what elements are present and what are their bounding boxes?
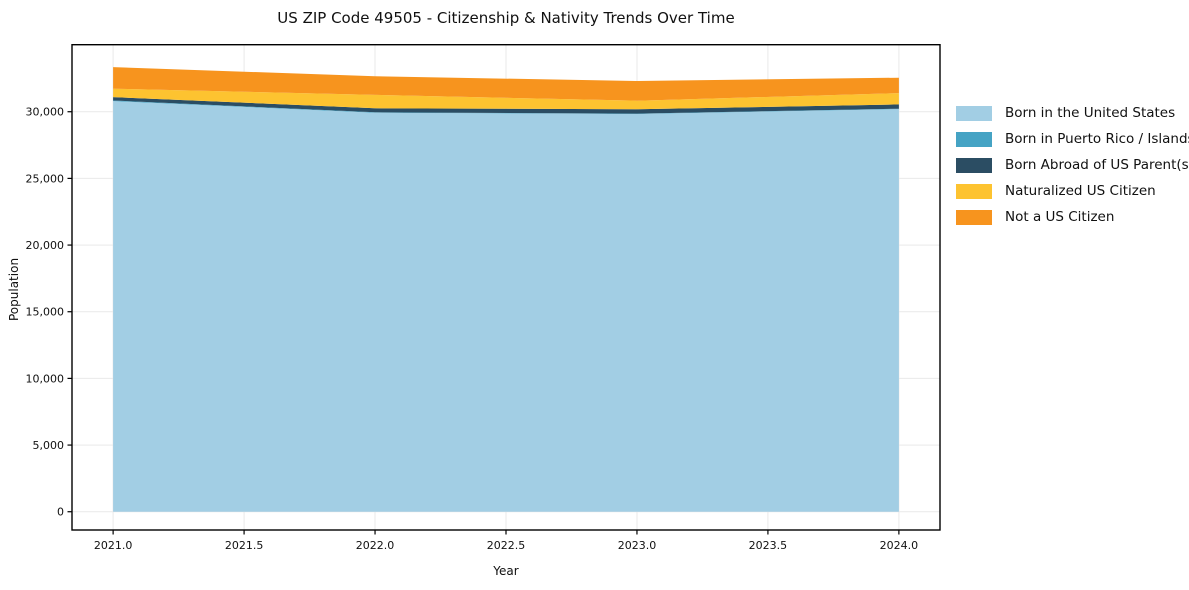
- legend-item-born-abroad-of-us-parent-s: Born Abroad of US Parent(s): [956, 152, 1189, 178]
- legend-swatch-icon: [956, 183, 992, 199]
- legend-swatch-icon: [956, 131, 992, 147]
- y-tick-label: 0: [57, 506, 64, 519]
- legend: Born in the United States Born in Puerto …: [956, 100, 1189, 230]
- y-tick-label: 30,000: [26, 106, 65, 119]
- legend-swatch-icon: [956, 209, 992, 225]
- chart-title: US ZIP Code 49505 - Citizenship & Nativi…: [277, 9, 735, 27]
- legend-item-not-a-us-citizen: Not a US Citizen: [956, 204, 1189, 230]
- legend-label: Born in the United States: [1005, 105, 1176, 121]
- y-tick-label: 10,000: [26, 372, 65, 385]
- legend-swatch-icon: [956, 105, 992, 121]
- area-naturalized-us-citizen: [113, 88, 899, 110]
- y-tick-label: 20,000: [26, 239, 65, 252]
- x-axis-label: Year: [493, 564, 519, 578]
- legend-label: Born in Puerto Rico / Islands: [1005, 131, 1189, 147]
- x-tick-label: 2021.0: [94, 539, 133, 552]
- legend-label: Not a US Citizen: [1005, 209, 1115, 225]
- legend-label: Naturalized US Citizen: [1005, 183, 1156, 199]
- x-tick-label: 2022.0: [356, 539, 395, 552]
- x-tick-label: 2024.0: [880, 539, 919, 552]
- legend-label: Born Abroad of US Parent(s): [1005, 157, 1189, 173]
- area-not-a-us-citizen: [113, 67, 899, 101]
- y-tick-label: 5,000: [33, 439, 65, 452]
- area-born-in-the-united-states: [113, 101, 899, 512]
- area-born-abroad-of-us-parent-s: [113, 97, 899, 114]
- y-tick-label: 25,000: [26, 172, 65, 185]
- stacked-area-plot: 2021.0 2021.5 2022.0 2022.5 2023.0 2023.5 2024…: [26, 44, 941, 552]
- legend-item-born-in-puerto-rico-islands: Born in Puerto Rico / Islands: [956, 126, 1189, 152]
- x-tick-label: 2021.5: [225, 539, 264, 552]
- x-tick-label: 2023.5: [749, 539, 788, 552]
- y-tick-label: 15,000: [26, 306, 65, 319]
- legend-item-born-in-the-united-states: Born in the United States: [956, 100, 1189, 126]
- legend-swatch-icon: [956, 157, 992, 173]
- legend-item-naturalized-us-citizen: Naturalized US Citizen: [956, 178, 1189, 204]
- x-tick-label: 2022.5: [487, 539, 526, 552]
- x-tick-label: 2023.0: [618, 539, 657, 552]
